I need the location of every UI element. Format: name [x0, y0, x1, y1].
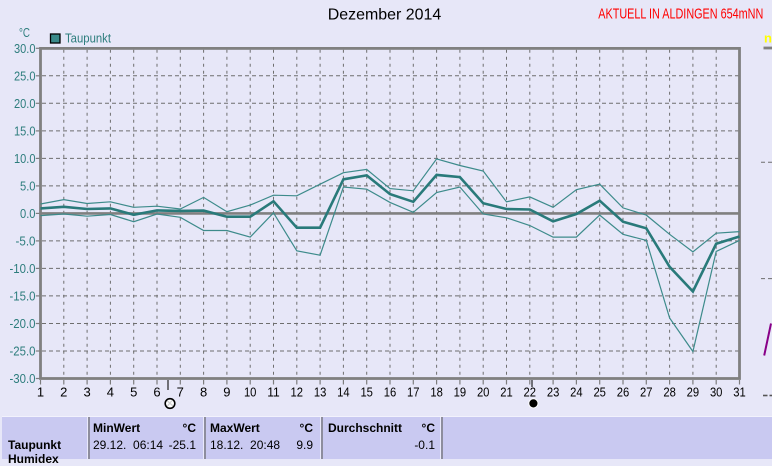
svg-text:16: 16 [384, 385, 397, 400]
svg-text:-5.0: -5.0 [16, 234, 36, 249]
svg-text:12: 12 [291, 385, 304, 400]
svg-text:20: 20 [477, 385, 490, 400]
svg-text:31: 31 [733, 385, 746, 400]
svg-text:30.0: 30.0 [14, 41, 36, 56]
svg-text:11: 11 [267, 385, 280, 400]
svg-text:2: 2 [60, 385, 67, 400]
svg-text:18: 18 [430, 385, 443, 400]
svg-text:30: 30 [710, 385, 723, 400]
svg-text:Dezember 2014: Dezember 2014 [328, 7, 442, 24]
svg-text:17: 17 [407, 385, 420, 400]
svg-text:°C: °C [19, 25, 30, 40]
svg-text:-15.0: -15.0 [10, 289, 36, 304]
svg-text:0.0: 0.0 [20, 206, 36, 221]
svg-text:8: 8 [200, 385, 207, 400]
svg-text:21: 21 [500, 385, 513, 400]
svg-text:4: 4 [107, 385, 114, 400]
svg-text:25.0: 25.0 [14, 69, 36, 84]
svg-text:19: 19 [454, 385, 467, 400]
svg-text:6: 6 [153, 385, 160, 400]
svg-text:10.0: 10.0 [14, 151, 36, 166]
svg-text:24: 24 [570, 385, 583, 400]
svg-text:20.0: 20.0 [14, 96, 36, 111]
svg-text:neu: neu [764, 31, 772, 46]
svg-text:7: 7 [177, 385, 184, 400]
svg-text:-30.0: -30.0 [10, 371, 36, 386]
svg-text:13: 13 [314, 385, 327, 400]
svg-text:15: 15 [360, 385, 373, 400]
svg-text:-20.0: -20.0 [10, 316, 36, 331]
svg-text:22: 22 [524, 385, 537, 400]
svg-text:10: 10 [244, 385, 257, 400]
svg-text:Taupunkt: Taupunkt [65, 31, 111, 46]
svg-text:5: 5 [130, 385, 137, 400]
svg-text:3: 3 [83, 385, 90, 400]
svg-text:26: 26 [617, 385, 630, 400]
svg-text:5.0: 5.0 [20, 179, 36, 194]
svg-text:AKTUELL IN ALDINGEN 654mNN: AKTUELL IN ALDINGEN 654mNN [598, 6, 763, 23]
svg-text:28: 28 [663, 385, 676, 400]
svg-text:9: 9 [223, 385, 230, 400]
svg-text:-10.0: -10.0 [10, 261, 36, 276]
svg-text:25: 25 [593, 385, 606, 400]
svg-text:29: 29 [687, 385, 700, 400]
svg-text:15.0: 15.0 [14, 124, 36, 139]
svg-text:-25.0: -25.0 [10, 344, 36, 359]
svg-text:23: 23 [547, 385, 560, 400]
svg-text:27: 27 [640, 385, 653, 400]
svg-text:14: 14 [337, 385, 350, 400]
svg-text:1: 1 [37, 385, 44, 400]
